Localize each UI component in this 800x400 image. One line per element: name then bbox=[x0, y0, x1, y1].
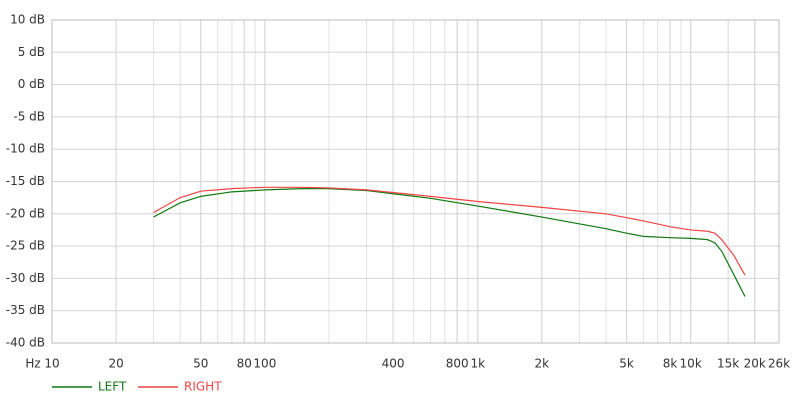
x-tick-label: 8k bbox=[663, 357, 678, 371]
y-tick-label: -5 dB bbox=[13, 109, 45, 123]
y-tick-label: -25 dB bbox=[6, 239, 45, 253]
x-tick-label: 20k bbox=[744, 357, 766, 371]
x-tick-label: 100 bbox=[253, 357, 276, 371]
legend-label: LEFT bbox=[98, 380, 127, 394]
y-tick-label: 0 dB bbox=[18, 77, 45, 91]
x-tick-label: 80 bbox=[237, 357, 252, 371]
plot-border bbox=[51, 19, 780, 344]
x-tick-label: 26k bbox=[768, 357, 790, 371]
x-tick-label: 800 bbox=[446, 357, 469, 371]
x-tick-label: 20 bbox=[108, 357, 123, 371]
y-tick-label: -30 dB bbox=[6, 271, 45, 285]
x-tick-label: 5k bbox=[619, 357, 634, 371]
y-tick-label: 10 dB bbox=[10, 13, 45, 27]
x-tick-label: 1k bbox=[470, 357, 485, 371]
y-tick-label: -15 dB bbox=[6, 174, 45, 188]
y-tick-label: -20 dB bbox=[6, 206, 45, 220]
x-tick-label: 2k bbox=[535, 357, 550, 371]
x-tick-label: 400 bbox=[382, 357, 405, 371]
y-tick-label: -10 dB bbox=[6, 142, 45, 156]
x-tick-label: 10 bbox=[44, 357, 59, 371]
y-tick-label: -40 dB bbox=[6, 336, 45, 350]
x-tick-label: 50 bbox=[193, 357, 208, 371]
series-line bbox=[153, 186, 746, 276]
x-tick-label: 15k bbox=[717, 357, 739, 371]
series-line bbox=[153, 188, 746, 297]
y-tick-label: -35 dB bbox=[6, 303, 45, 317]
x-tick-label: 10k bbox=[680, 357, 702, 371]
y-tick-label: 5 dB bbox=[18, 45, 45, 59]
legend-label: RIGHT bbox=[184, 380, 222, 394]
x-axis-label: Hz bbox=[25, 357, 40, 371]
